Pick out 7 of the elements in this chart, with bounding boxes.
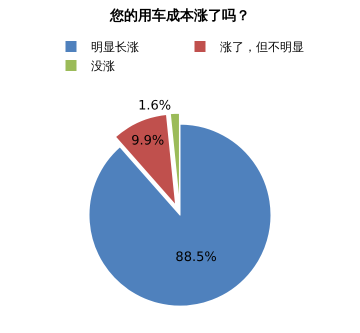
data-label: 88.5% <box>175 250 217 266</box>
data-label: 9.9% <box>131 134 164 149</box>
chart-title: 您的用车成本涨了吗？ <box>109 6 250 24</box>
legend-label: 涨了，但不明显 <box>220 40 304 54</box>
data-label: 1.6% <box>138 98 172 114</box>
legend-label: 没涨 <box>91 59 115 74</box>
legend-label: 明显长涨 <box>91 40 139 54</box>
